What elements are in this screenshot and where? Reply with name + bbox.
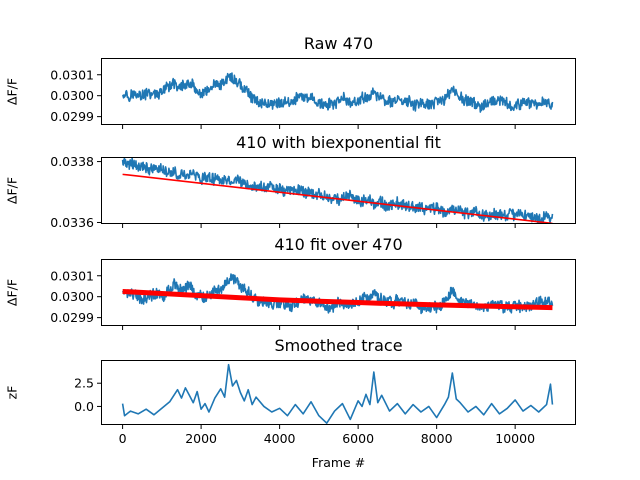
y-axis-label: ΔF/F bbox=[5, 177, 20, 204]
x-tick-label: 2000 bbox=[185, 431, 217, 446]
x-tick-label: 4000 bbox=[264, 431, 296, 446]
series-group bbox=[121, 363, 554, 424]
series-group bbox=[121, 72, 554, 113]
x-tick-label: 0 bbox=[119, 431, 127, 446]
y-tick-label: 0.0338 bbox=[50, 154, 94, 169]
x-tick-label: 8000 bbox=[421, 431, 453, 446]
y-tick-label: 0.0299 bbox=[50, 310, 94, 325]
y-tick-label: 0.0300 bbox=[50, 289, 94, 304]
panel-smoothed-trace: Smoothed trace zF Frame # 0.0 2.5 0 2000 400… bbox=[5, 336, 576, 470]
series-line bbox=[121, 363, 554, 424]
series-line bbox=[121, 157, 554, 224]
fit-line bbox=[122, 288, 553, 311]
y-tick-label: 0.0336 bbox=[50, 215, 94, 230]
series-line bbox=[122, 173, 553, 224]
series-line bbox=[121, 72, 554, 113]
panel-title: Smoothed trace bbox=[274, 336, 402, 355]
y-tick-label: 2.5 bbox=[74, 376, 94, 391]
y-tick-label: 0.0301 bbox=[50, 67, 94, 82]
axes-frame bbox=[101, 58, 576, 125]
panel-raw-470: Raw 470 ΔF/F 0.0299 0.0300 0.0301 bbox=[5, 34, 576, 129]
y-axis-label: zF bbox=[5, 386, 20, 400]
panel-410-biexp-fit: 410 with biexponential fit ΔF/F 0.0336 0.… bbox=[5, 133, 576, 230]
panel-title: Raw 470 bbox=[304, 34, 373, 53]
axes-frame bbox=[101, 360, 576, 425]
axes-frame bbox=[101, 259, 576, 326]
y-tick-label: 0.0299 bbox=[50, 109, 94, 124]
y-axis-label: ΔF/F bbox=[5, 78, 20, 105]
x-tick-label: 6000 bbox=[342, 431, 374, 446]
axes-frame bbox=[101, 157, 576, 224]
panel-410-fit-over-470: 410 fit over 470 ΔF/F 0.0299 0.0300 0.0301 bbox=[5, 235, 576, 330]
x-axis-label: Frame # bbox=[312, 455, 365, 470]
panel-title: 410 fit over 470 bbox=[274, 235, 402, 254]
series-group bbox=[121, 273, 554, 315]
y-tick-label: 0.0300 bbox=[50, 88, 94, 103]
series-group bbox=[121, 157, 554, 224]
y-axis-label: ΔF/F bbox=[5, 279, 20, 306]
panel-title: 410 with biexponential fit bbox=[236, 133, 441, 152]
y-tick-label: 0.0 bbox=[74, 399, 94, 414]
x-tick-label: 10000 bbox=[495, 431, 535, 446]
y-tick-label: 0.0301 bbox=[50, 268, 94, 283]
